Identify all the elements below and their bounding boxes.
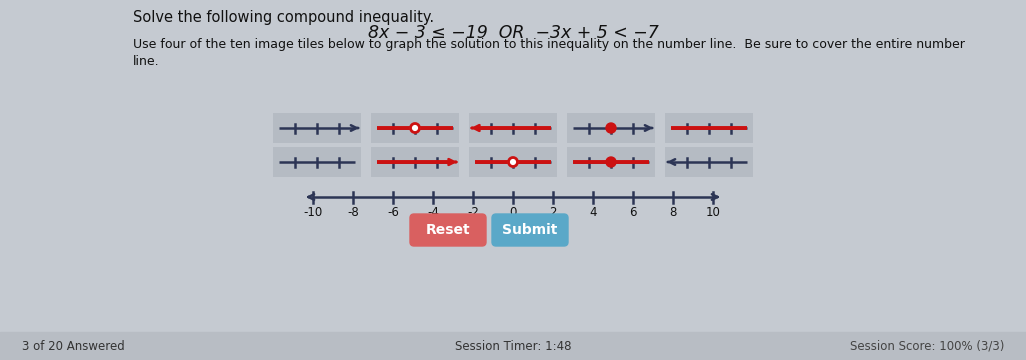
Bar [273, 113, 361, 143]
FancyBboxPatch shape [492, 214, 568, 246]
Text: Use four of the ten image tiles below to graph the solution to this inequality o: Use four of the ten image tiles below to… [133, 38, 964, 68]
Text: -4: -4 [427, 207, 439, 220]
Text: 10: 10 [706, 207, 720, 220]
Text: 8x − 3 ≤ −19  OR  −3x + 5 < −7: 8x − 3 ≤ −19 OR −3x + 5 < −7 [367, 24, 659, 42]
Bar [567, 147, 655, 177]
Text: -8: -8 [347, 207, 359, 220]
Bar [0, 332, 1026, 360]
Text: Solve the following compound inequality.: Solve the following compound inequality. [133, 10, 434, 25]
Text: Session Score: 100% (3/3): Session Score: 100% (3/3) [850, 339, 1004, 352]
Bar [469, 113, 557, 143]
Bar [665, 113, 753, 143]
Text: Submit: Submit [503, 223, 558, 237]
Bar [371, 147, 459, 177]
Bar [665, 147, 753, 177]
Text: 6: 6 [629, 207, 637, 220]
Circle shape [606, 157, 616, 167]
Text: 3 of 20 Answered: 3 of 20 Answered [22, 339, 125, 352]
Text: 8: 8 [669, 207, 677, 220]
Text: 0: 0 [509, 207, 517, 220]
Text: 2: 2 [549, 207, 557, 220]
Bar [273, 147, 361, 177]
Bar [567, 113, 655, 143]
Bar [469, 147, 557, 177]
Text: Session Timer: 1:48: Session Timer: 1:48 [455, 339, 571, 352]
Text: Reset: Reset [426, 223, 470, 237]
FancyBboxPatch shape [410, 214, 486, 246]
Circle shape [509, 158, 517, 166]
Circle shape [410, 123, 420, 132]
Circle shape [606, 123, 616, 133]
Bar [371, 113, 459, 143]
Text: -10: -10 [304, 207, 322, 220]
Text: -6: -6 [387, 207, 399, 220]
Text: -2: -2 [467, 207, 479, 220]
Text: 4: 4 [589, 207, 597, 220]
